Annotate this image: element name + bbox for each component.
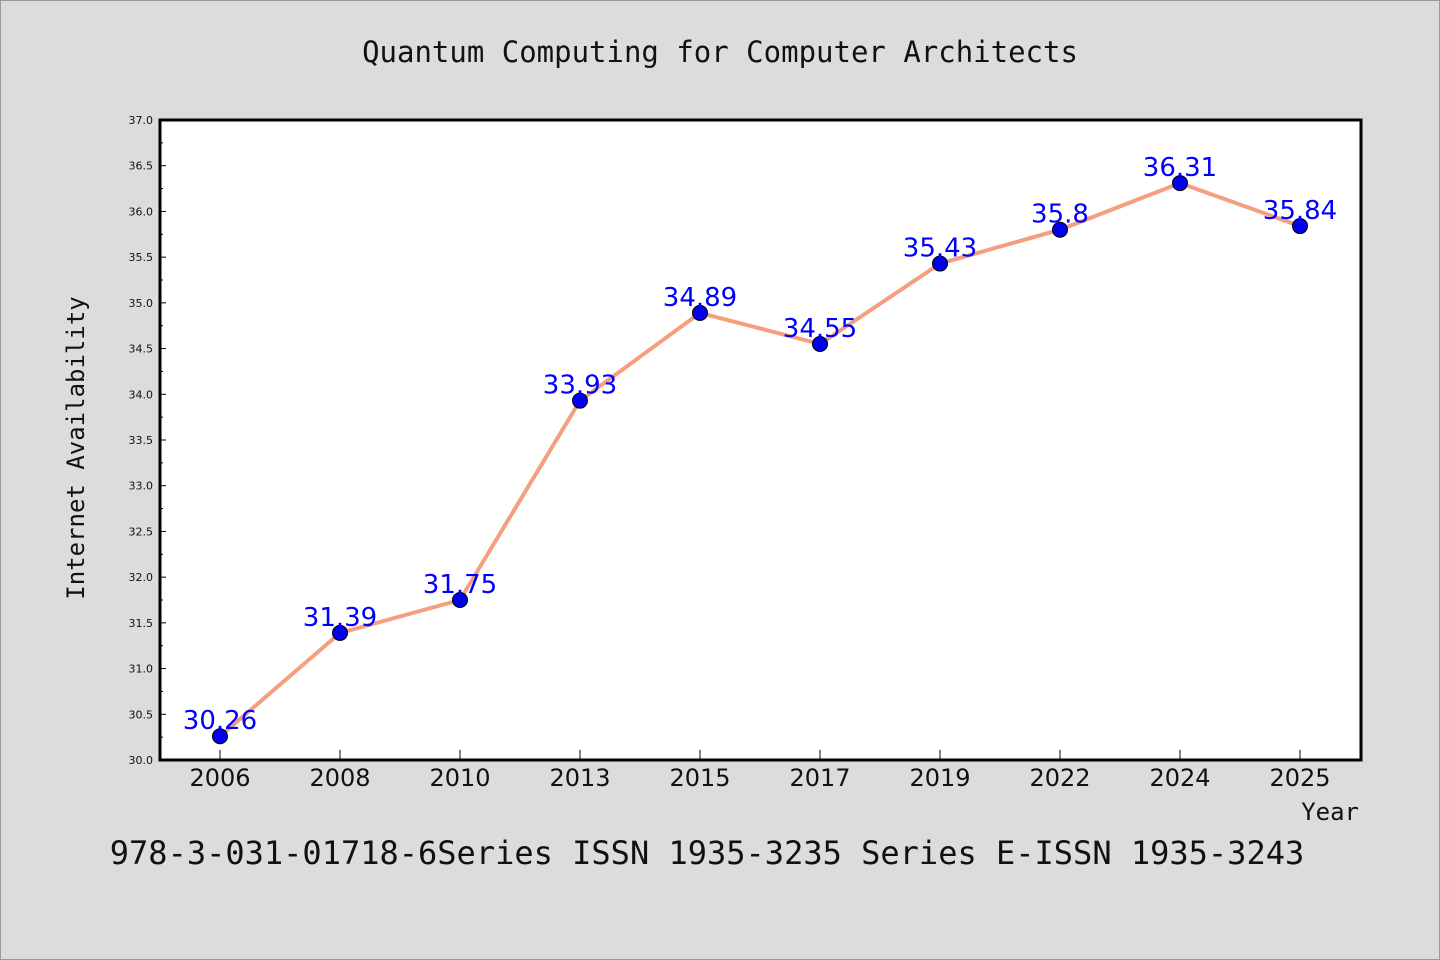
y-axis: 30.0 30.5 31.0 31.5 32.0 32.5 33.0 33.5 34.0 34.5…	[129, 114, 166, 767]
data-label: 35.43	[903, 234, 977, 264]
data-point	[812, 336, 828, 352]
data-point	[1172, 175, 1188, 192]
data-point	[572, 392, 588, 409]
y-tick-label: 33.0	[129, 480, 154, 493]
data-label: 31.75	[423, 570, 497, 600]
data-point	[452, 592, 468, 608]
x-tick-label: 2010	[429, 764, 490, 792]
x-tick-label: 2025	[1269, 764, 1330, 792]
data-label: 35.8	[1031, 200, 1089, 230]
y-tick-label: 34.0	[129, 388, 154, 401]
x-tick-label: 2013	[549, 764, 610, 792]
series-line	[218, 181, 1301, 738]
chart-title: Quantum Computing for Computer Architect…	[362, 35, 1078, 69]
plot-area	[158, 118, 1363, 762]
data-label: 34.55	[783, 314, 857, 344]
x-tick-label: 2015	[669, 764, 730, 792]
y-tick-label: 30.5	[129, 708, 154, 721]
data-labels-group: 30.26 31.39 31.75 33.93 34.89 34.55 35.43 35.8 3…	[183, 153, 1337, 736]
data-label: 30.26	[183, 706, 257, 736]
y-axis-label: Internet Availability	[62, 296, 90, 599]
data-label: 35.84	[1263, 196, 1337, 226]
x-axis-label: Year	[1301, 798, 1359, 826]
markers-group	[212, 175, 1308, 745]
data-point	[692, 304, 708, 321]
data-point	[332, 624, 348, 641]
x-tick-label: 2006	[189, 764, 250, 792]
data-label: 36.31	[1143, 153, 1217, 183]
x-tick-label: 2019	[909, 764, 970, 792]
y-tick-label: 36.0	[129, 205, 154, 218]
data-point	[932, 255, 948, 272]
data-label: 33.93	[543, 371, 617, 401]
y-tick-label: 37.0	[129, 114, 154, 127]
data-label: 34.89	[663, 283, 737, 313]
y-tick-label: 32.5	[129, 525, 154, 538]
y-tick-label: 30.0	[129, 754, 154, 767]
footer-isbn-text: 978-3-031-01718-6Series ISSN 1935-3235 S…	[110, 834, 1304, 872]
y-tick-label: 35.0	[129, 297, 154, 310]
y-tick-label: 34.5	[129, 343, 154, 356]
x-tick-label: 2022	[1029, 764, 1090, 792]
y-tick-label: 33.5	[129, 434, 154, 447]
data-point	[1052, 221, 1068, 238]
x-tick-label: 2024	[1149, 764, 1210, 792]
data-point	[212, 728, 228, 745]
data-point	[1292, 218, 1308, 235]
y-tick-label: 31.5	[129, 617, 154, 630]
x-axis: 2006 2008 2010 2013 2015 2017 2019 2022 2024 2025	[189, 750, 1331, 792]
y-tick-label: 31.0	[129, 663, 154, 676]
series-line-group	[218, 181, 1301, 738]
x-tick-label: 2008	[309, 764, 370, 792]
y-tick-label: 35.5	[129, 251, 154, 264]
data-label: 31.39	[303, 603, 377, 633]
y-tick-label: 32.0	[129, 571, 154, 584]
x-tick-label: 2017	[789, 764, 850, 792]
y-tick-label: 36.5	[129, 160, 154, 173]
